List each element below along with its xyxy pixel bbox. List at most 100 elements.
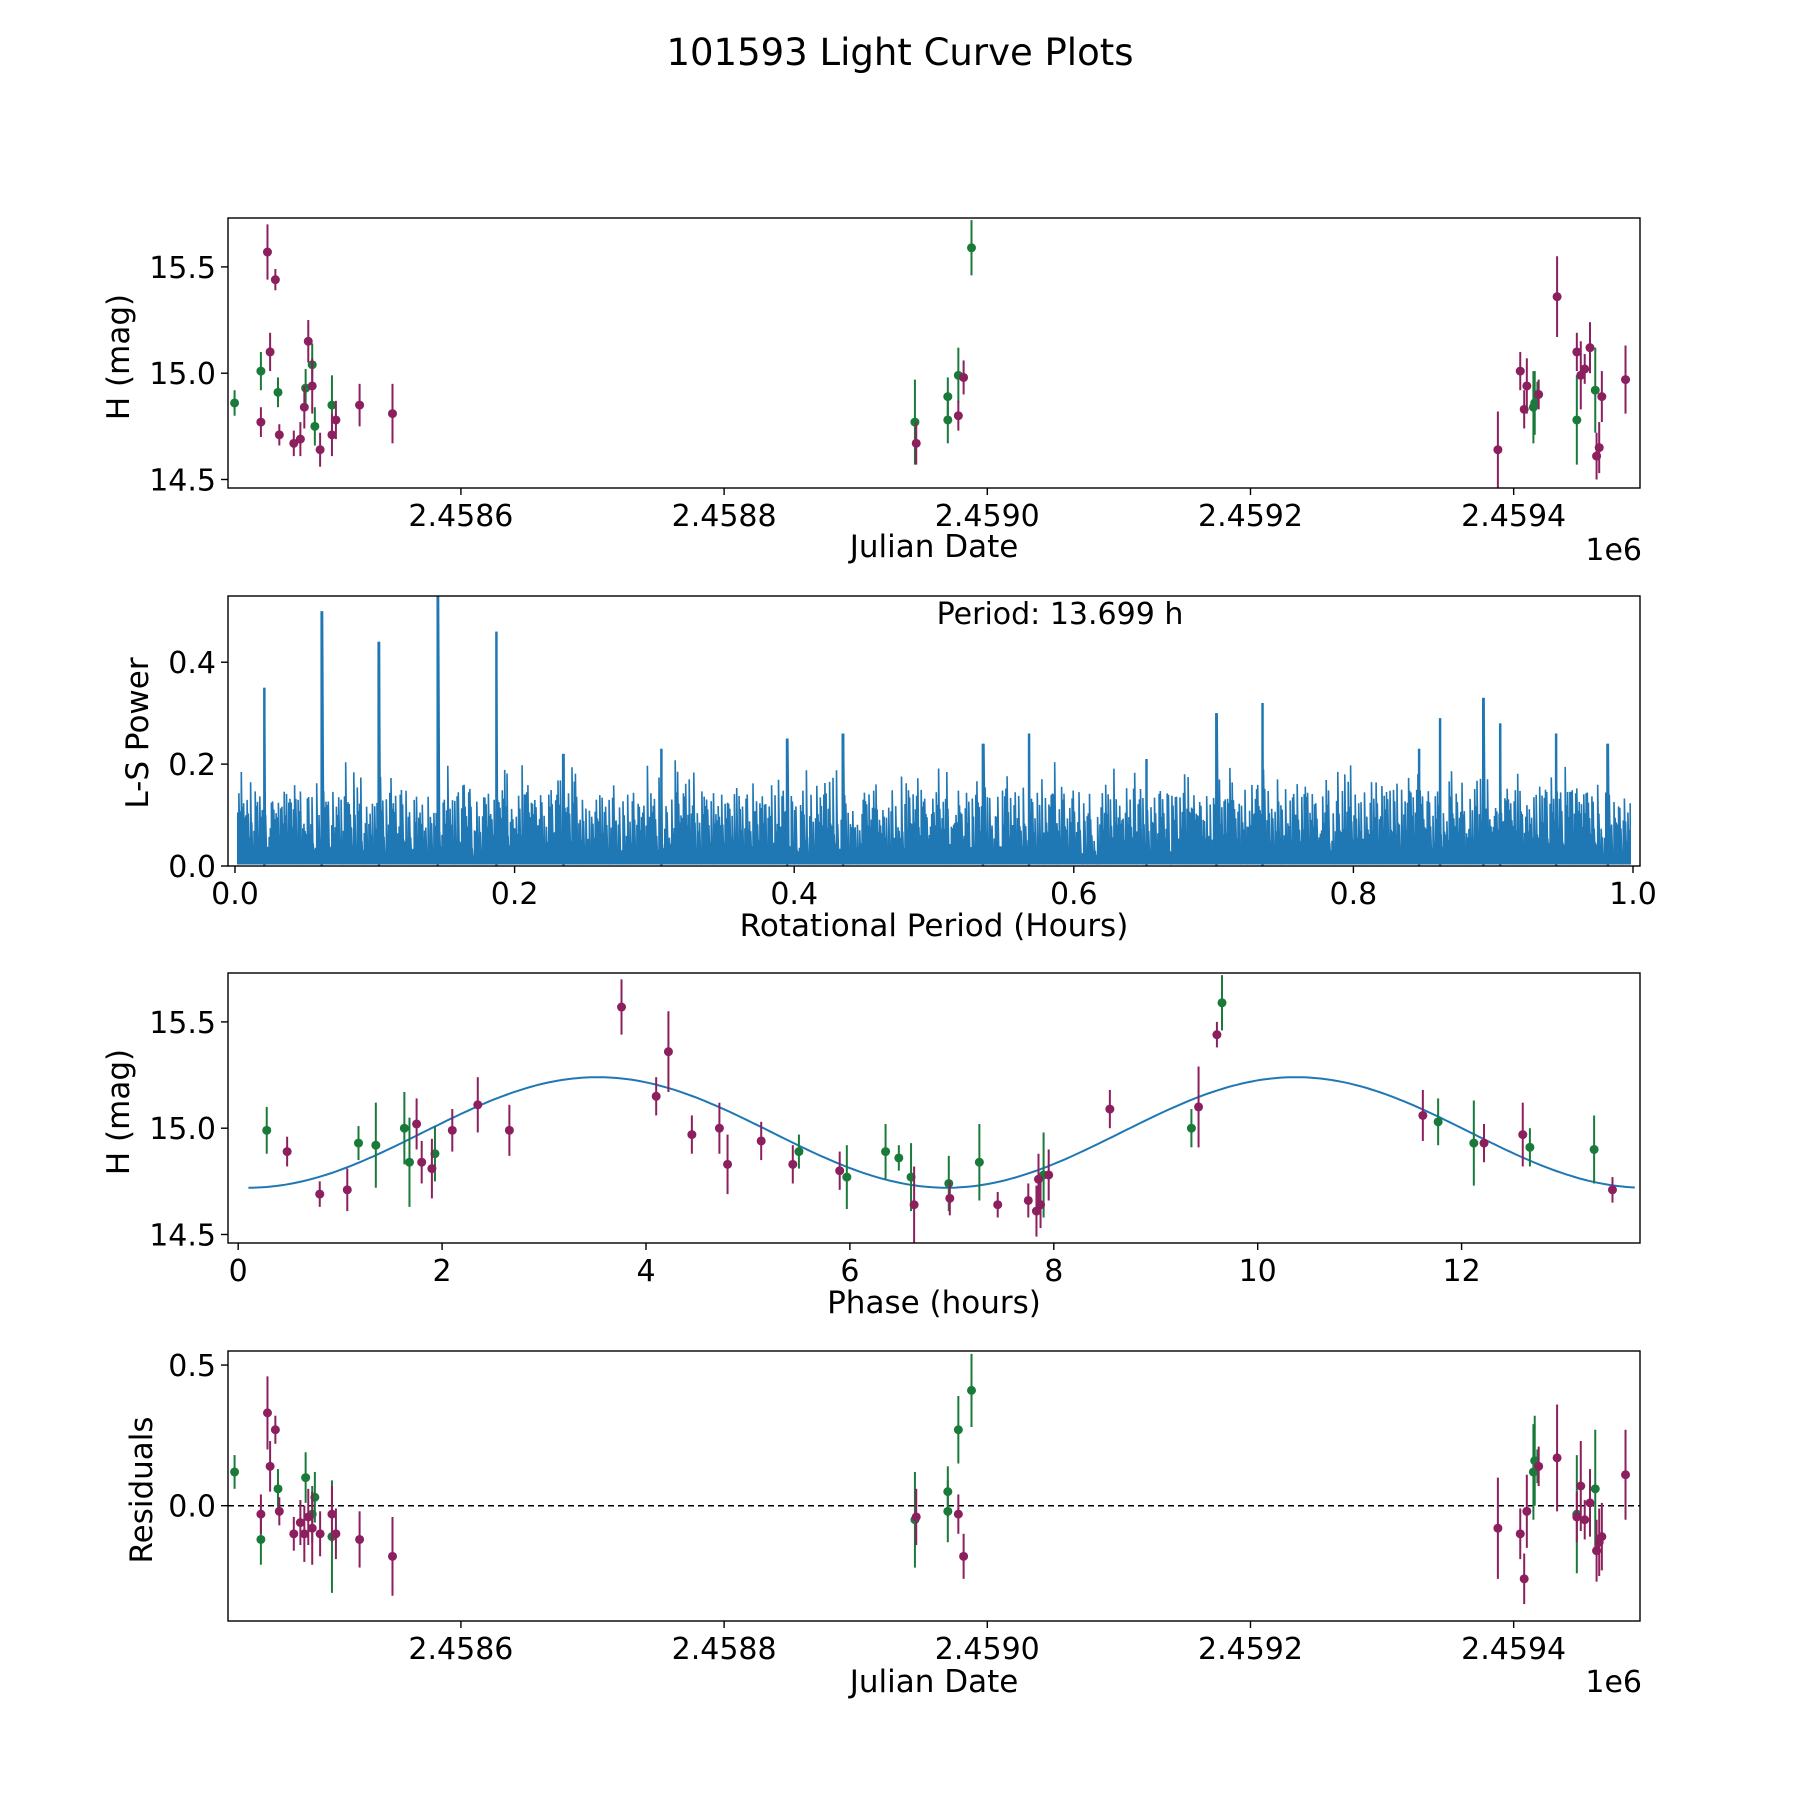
light-curve-point-r <box>270 275 280 285</box>
phased-point-r <box>1033 1174 1043 1184</box>
light-curve-point-g <box>256 366 266 376</box>
phased-point-g <box>353 1138 363 1148</box>
phased-point-r <box>651 1091 661 1101</box>
phased-point-g <box>974 1157 984 1167</box>
light-curve-ytick-label: 15.5 <box>149 251 216 286</box>
residuals-xtick-label: 2.4594 <box>1461 1632 1566 1667</box>
light-curve-point-r <box>262 247 272 257</box>
light-curve-point-r <box>1493 445 1503 455</box>
residuals-point-r <box>1572 1512 1582 1522</box>
light-curve-points-layer <box>230 220 1631 488</box>
phased-point-r <box>788 1159 798 1169</box>
light-curve-panel: Julian Date H (mag) 1e6 2.4586 2.4588 2.45… <box>101 217 1642 568</box>
phased-ytick-label: 15.5 <box>149 1006 216 1041</box>
light-curve-point-r <box>1580 364 1590 374</box>
phased-point-r <box>342 1185 352 1195</box>
residuals-point-g <box>967 1385 977 1395</box>
light-curve-point-g <box>1590 385 1600 395</box>
residuals-point-r <box>331 1529 341 1539</box>
residuals-point-r <box>953 1509 963 1519</box>
phased-ytick-label: 15.0 <box>149 1112 216 1147</box>
light-curve-point-r <box>331 415 341 425</box>
residuals-point-r <box>1621 1470 1631 1480</box>
light-curve-offset-text: 1e6 <box>1585 533 1642 568</box>
phased-point-r <box>282 1147 292 1157</box>
light-curve-point-r <box>911 438 921 448</box>
residuals-point-r <box>387 1551 397 1561</box>
light-curve-ylabel: H (mag) <box>101 294 137 420</box>
phased-curve-panel: Phase (hours) H (mag) 0 2 4 6 8 10 12 14.5 15.0 1… <box>101 972 1641 1321</box>
light-curve-point-r <box>265 347 275 357</box>
phased-point-g <box>1186 1123 1196 1133</box>
residuals-point-r <box>289 1529 299 1539</box>
light-curve-point-r <box>1515 366 1525 376</box>
residuals-point-r <box>1515 1529 1525 1539</box>
residuals-xtick-label: 2.4586 <box>408 1632 513 1667</box>
light-curve-point-r <box>1594 443 1604 453</box>
residuals-point-g <box>301 1473 311 1483</box>
phased-point-r <box>1607 1185 1617 1195</box>
phased-point-r <box>723 1159 733 1169</box>
residuals-point-r <box>299 1529 309 1539</box>
light-curve-point-r <box>1572 347 1582 357</box>
light-curve-point-g <box>910 417 920 427</box>
periodogram-power-line <box>237 596 1631 865</box>
residuals-xtick-label: 2.4590 <box>935 1632 1040 1667</box>
phased-point-g <box>262 1125 272 1135</box>
residuals-xtick-label: 2.4588 <box>672 1632 777 1667</box>
light-curve-point-r <box>303 336 313 346</box>
phased-point-r <box>1105 1104 1115 1114</box>
phased-point-r <box>417 1157 427 1167</box>
light-curve-point-r <box>1534 389 1544 399</box>
light-curve-point-g <box>273 387 283 397</box>
phased-point-r <box>1212 1030 1222 1040</box>
residuals-point-g <box>256 1534 266 1544</box>
periodogram-xtick-label: 0.2 <box>491 877 539 912</box>
light-curve-point-g <box>943 415 953 425</box>
residuals-point-r <box>315 1529 325 1539</box>
phased-xtick-label: 12 <box>1442 1254 1480 1289</box>
figure-title: 101593 Light Curve Plots <box>666 31 1133 74</box>
light-curve-xtick-label: 2.4586 <box>408 499 513 534</box>
residuals-point-g <box>230 1467 240 1477</box>
periodogram-ytick-label: 0.4 <box>168 646 216 681</box>
phased-xtick-label: 10 <box>1239 1254 1277 1289</box>
periodogram-ytick-label: 0.2 <box>168 748 216 783</box>
residuals-point-r <box>256 1509 266 1519</box>
periodogram-panel: Rotational Period (Hours) L-S Power Peri… <box>120 595 1657 944</box>
phased-point-r <box>473 1100 483 1110</box>
phased-point-g <box>944 1178 954 1188</box>
phased-point-g <box>399 1123 409 1133</box>
light-curve-point-r <box>1522 381 1532 391</box>
phased-point-g <box>1525 1142 1535 1152</box>
light-curve-point-r <box>289 438 299 448</box>
phased-point-r <box>1518 1130 1528 1140</box>
light-curve-xtick-label: 2.4588 <box>672 499 777 534</box>
residuals-point-r <box>1519 1574 1529 1584</box>
phased-frame <box>227 972 1641 1244</box>
phased-point-r <box>714 1123 724 1133</box>
phased-point-r <box>756 1136 766 1146</box>
residuals-point-r <box>265 1461 275 1471</box>
phased-point-g <box>1469 1138 1479 1148</box>
light-curve-point-g <box>327 400 337 410</box>
light-curve-xlabel: Julian Date <box>848 529 1019 565</box>
phased-point-g <box>1433 1117 1443 1127</box>
phased-point-r <box>945 1193 955 1203</box>
periodogram-ylabel: L-S Power <box>120 657 156 808</box>
periodogram-frame <box>227 595 1641 867</box>
residuals-point-r <box>270 1425 280 1435</box>
light-curve-point-r <box>1621 375 1631 385</box>
residuals-point-g <box>1590 1484 1600 1494</box>
residuals-point-r <box>1534 1461 1544 1471</box>
residuals-point-r <box>1580 1515 1590 1525</box>
residuals-ytick-label: 0.0 <box>168 1490 216 1525</box>
light-curve-point-g <box>230 398 240 408</box>
residuals-point-r <box>1552 1453 1562 1463</box>
residuals-ylabel: Residuals <box>124 1416 160 1563</box>
period-annotation: Period: 13.699 h <box>937 597 1184 632</box>
light-curve-xtick-label: 2.4590 <box>935 499 1040 534</box>
light-curve-point-r <box>274 430 284 440</box>
residuals-point-r <box>262 1408 272 1418</box>
